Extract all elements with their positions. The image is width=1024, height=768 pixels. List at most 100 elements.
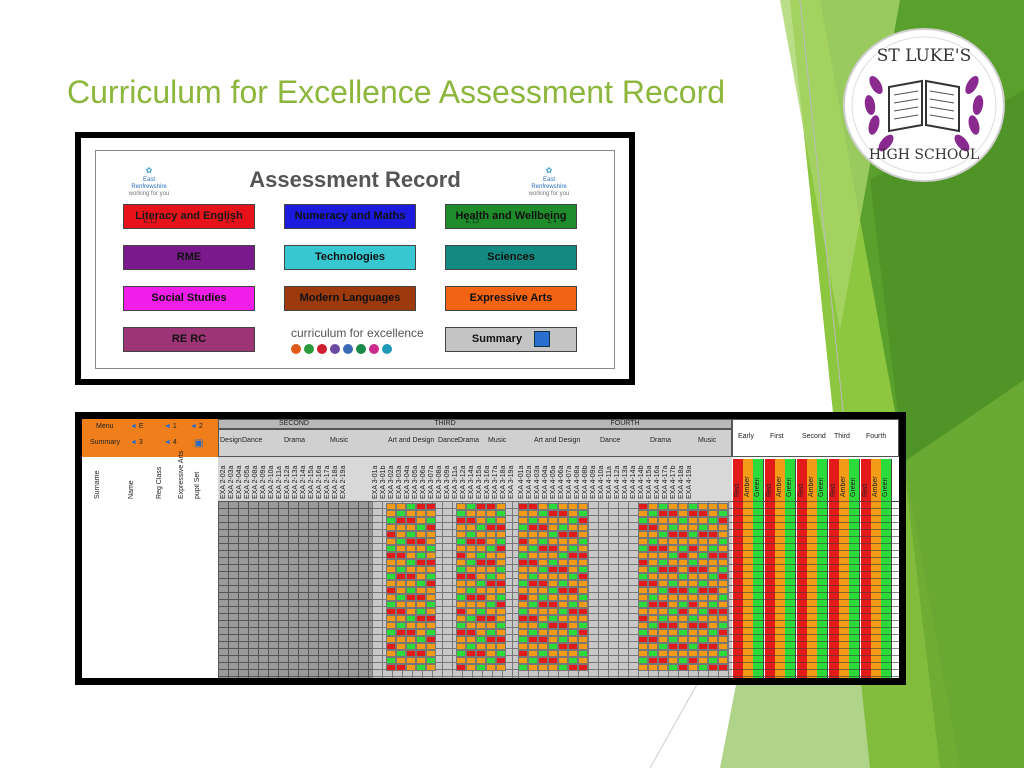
rag-cell bbox=[568, 503, 578, 510]
rag-cell bbox=[648, 545, 658, 552]
summary-level-first: First bbox=[770, 433, 784, 440]
nav-2-link[interactable]: ◄ 2 bbox=[190, 423, 203, 430]
rag-cell bbox=[548, 657, 558, 664]
outcome-header: EXA 2-09a bbox=[260, 465, 267, 499]
rag-cell bbox=[668, 517, 678, 524]
student-header-1: Name bbox=[128, 480, 135, 499]
social-studies-button[interactable]: Social Studies bbox=[123, 286, 255, 311]
cfe-dot bbox=[356, 344, 366, 354]
rag-cell bbox=[396, 601, 406, 608]
nav-summary-link[interactable]: Summary bbox=[90, 439, 120, 446]
re-rc-button[interactable]: RE RC bbox=[123, 327, 255, 352]
rag-cell bbox=[476, 622, 486, 629]
rag-cell bbox=[416, 573, 426, 580]
rag-cell bbox=[426, 573, 436, 580]
rag-cell bbox=[688, 587, 698, 594]
expressive-arts-button[interactable]: Expressive Arts bbox=[445, 286, 577, 311]
rag-cell bbox=[486, 594, 496, 601]
rag-cell bbox=[548, 608, 558, 615]
rag-cell bbox=[476, 545, 486, 552]
rag-cell bbox=[698, 608, 708, 615]
rag-cell bbox=[678, 636, 688, 643]
rag-cell bbox=[496, 622, 506, 629]
outcome-header: EXA 4-03a bbox=[534, 465, 541, 499]
rag-cell bbox=[456, 629, 466, 636]
rag-cell bbox=[426, 643, 436, 650]
rag-cell bbox=[486, 636, 496, 643]
rag-cell bbox=[638, 545, 648, 552]
rag-cell bbox=[406, 538, 416, 545]
rag-cell bbox=[486, 664, 496, 671]
rag-cell bbox=[698, 524, 708, 531]
outcome-header: EXA 2-08a bbox=[252, 465, 259, 499]
rag-cell bbox=[698, 643, 708, 650]
save-disk-icon[interactable]: ▣ bbox=[194, 438, 204, 449]
sciences-button[interactable]: Sciences bbox=[445, 245, 577, 270]
rag-cell bbox=[518, 615, 528, 622]
rag-cell bbox=[548, 615, 558, 622]
rag-cell bbox=[698, 573, 708, 580]
button-label: Social Studies bbox=[151, 292, 227, 304]
student-header-0: Surname bbox=[94, 470, 101, 499]
rag-cell bbox=[406, 552, 416, 559]
rag-cell bbox=[518, 664, 528, 671]
rag-cell bbox=[476, 615, 486, 622]
rag-cell bbox=[426, 664, 436, 671]
numeracy-and-maths-button[interactable]: Numeracy and Maths bbox=[284, 204, 416, 229]
rag-cell bbox=[496, 580, 506, 587]
rag-cell bbox=[638, 538, 648, 545]
rag-cell bbox=[528, 615, 538, 622]
rag-cell bbox=[528, 524, 538, 531]
rag-cell bbox=[568, 615, 578, 622]
modern-languages-button[interactable]: Modern Languages bbox=[284, 286, 416, 311]
technologies-button[interactable]: Technologies bbox=[284, 245, 416, 270]
nav-menu-link[interactable]: Menu bbox=[96, 423, 114, 430]
rag-cell bbox=[416, 650, 426, 657]
rag-cell bbox=[476, 531, 486, 538]
council-logo-left: ✿ East Renfrewshire working for you bbox=[128, 166, 170, 198]
rag-cell bbox=[578, 622, 588, 629]
student-header-4: pupil Set bbox=[194, 471, 201, 499]
rag-cell bbox=[396, 636, 406, 643]
rag-cell bbox=[718, 573, 728, 580]
rag-cell bbox=[396, 580, 406, 587]
rag-cell bbox=[568, 643, 578, 650]
nav-3-link[interactable]: ◄ 3 bbox=[130, 439, 143, 446]
rag-cell bbox=[496, 587, 506, 594]
button-sublabel-right: 3, 4 bbox=[225, 219, 234, 225]
assessment-spreadsheet-image: Menu Summary ◄ E ◄ 1 ◄ 2 ◄ 3 ◄ 4 ▣ Surna… bbox=[75, 412, 906, 685]
rag-cell bbox=[708, 650, 718, 657]
nav-4-link[interactable]: ◄ 4 bbox=[164, 439, 177, 446]
rag-cell bbox=[406, 643, 416, 650]
rag-cell bbox=[396, 531, 406, 538]
summary-level-early: Early bbox=[738, 433, 754, 440]
rag-cell bbox=[678, 594, 688, 601]
rag-cell bbox=[386, 587, 396, 594]
rag-cell bbox=[528, 650, 538, 657]
rag-cell bbox=[426, 629, 436, 636]
rag-cell bbox=[518, 566, 528, 573]
rag-cell bbox=[658, 503, 668, 510]
third-group-0: Art and Design bbox=[388, 437, 435, 444]
literacy-and-english-button[interactable]: Literacy and English E, 1,2 3, 4 bbox=[123, 204, 255, 229]
rag-cell bbox=[668, 552, 678, 559]
rag-cell bbox=[578, 566, 588, 573]
outcome-header: EXA 2-14a bbox=[300, 465, 307, 499]
rag-cell bbox=[528, 538, 538, 545]
summary-level-third: Third bbox=[834, 433, 850, 440]
rag-cell bbox=[466, 629, 476, 636]
rag-cell bbox=[568, 524, 578, 531]
rme-button[interactable]: RME bbox=[123, 245, 255, 270]
nav-e-link[interactable]: ◄ E bbox=[130, 423, 144, 430]
rag-cell bbox=[678, 615, 688, 622]
rag-cell bbox=[578, 636, 588, 643]
nav-1-link[interactable]: ◄ 1 bbox=[164, 423, 177, 430]
summary-button[interactable]: Summary bbox=[445, 327, 577, 352]
rag-cell bbox=[426, 566, 436, 573]
rag-cell bbox=[426, 552, 436, 559]
stage-label-second: SECOND bbox=[279, 420, 309, 427]
rag-cell bbox=[406, 573, 416, 580]
rag-cell bbox=[518, 601, 528, 608]
health-and-wellbeing-button[interactable]: Health and Wellbeing E, 1,2 3, 4 bbox=[445, 204, 577, 229]
rag-cell bbox=[416, 510, 426, 517]
